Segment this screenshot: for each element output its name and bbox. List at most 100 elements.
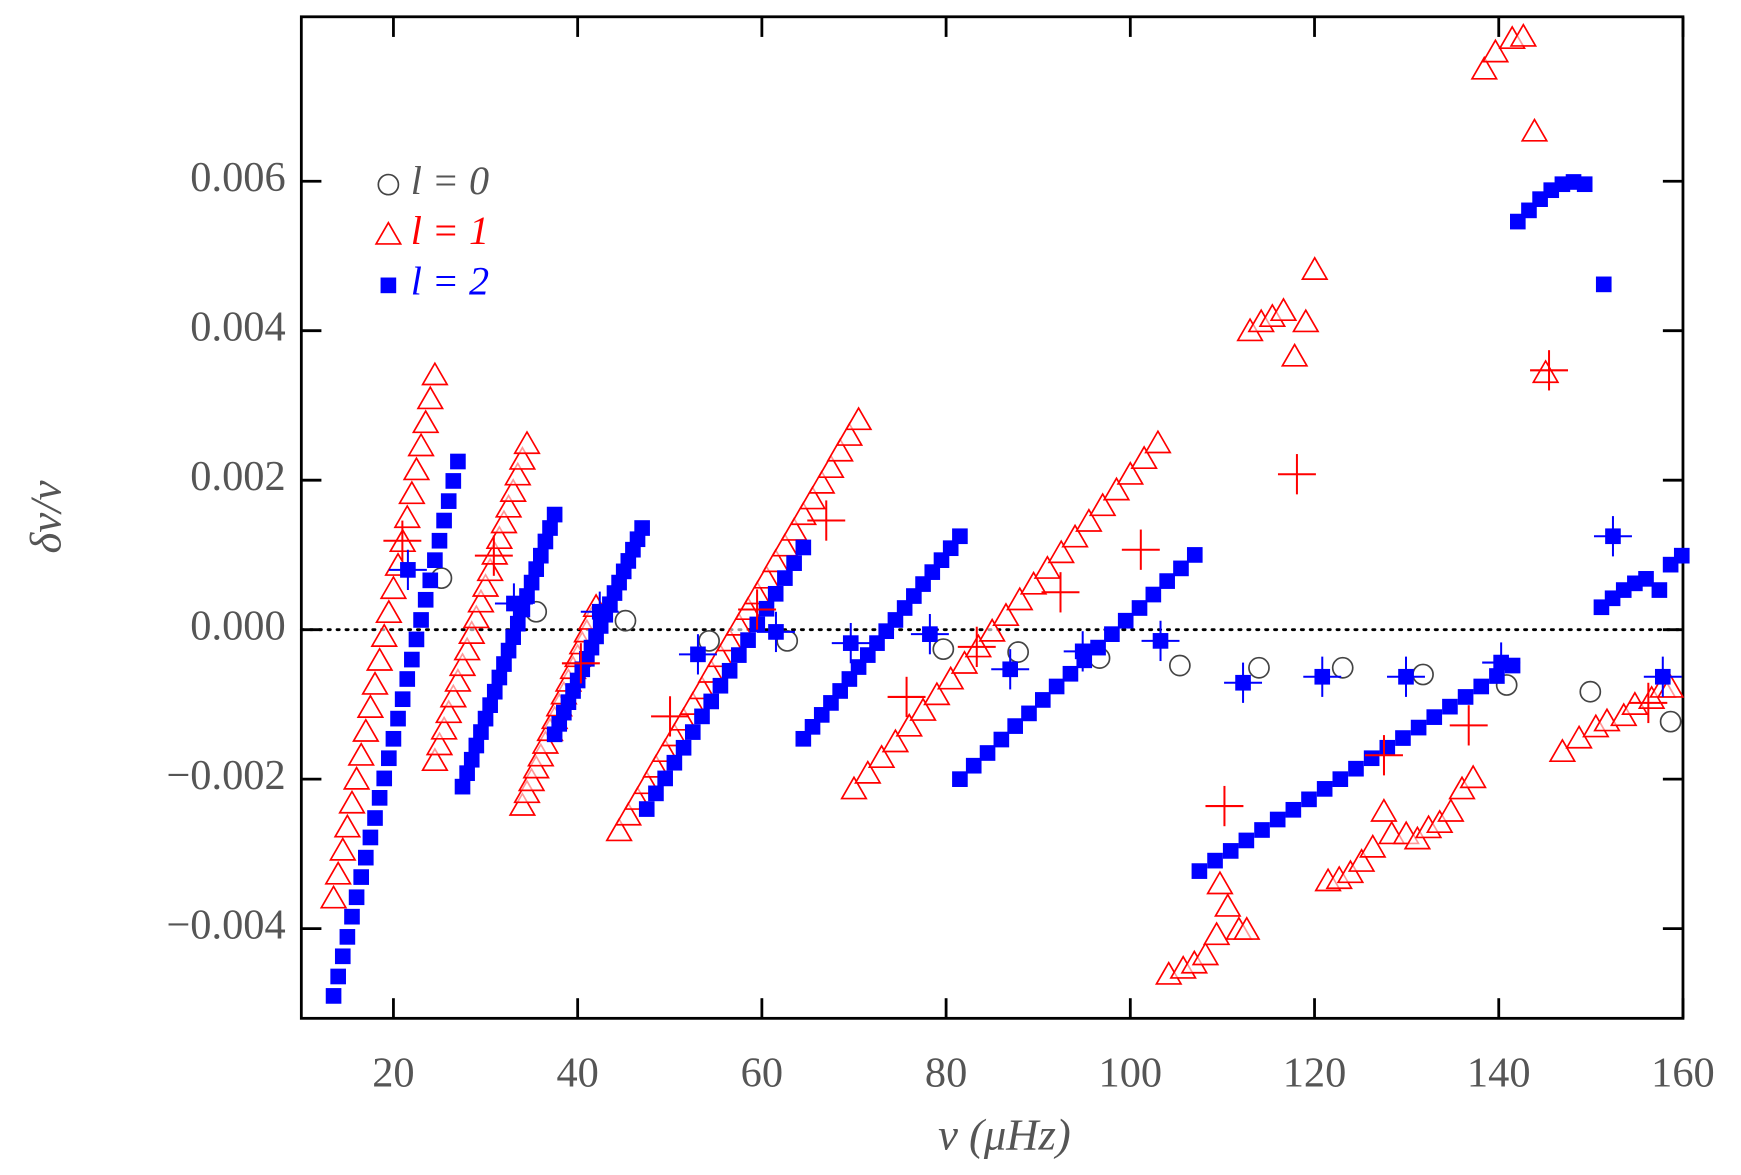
point bbox=[850, 659, 867, 675]
point bbox=[648, 785, 664, 802]
triangle-marker bbox=[471, 573, 500, 597]
square-marker bbox=[942, 540, 959, 557]
point bbox=[522, 754, 550, 779]
point bbox=[957, 626, 996, 668]
point bbox=[731, 647, 747, 663]
square-marker bbox=[841, 671, 858, 687]
square-marker bbox=[348, 889, 365, 906]
square-marker bbox=[1285, 801, 1302, 818]
legend-label: l = 2 bbox=[411, 259, 489, 304]
point bbox=[1205, 785, 1244, 827]
point bbox=[1395, 730, 1411, 746]
square-marker bbox=[400, 562, 416, 578]
point bbox=[504, 461, 532, 486]
triangle-marker bbox=[374, 221, 403, 245]
point bbox=[698, 629, 720, 652]
point bbox=[1248, 656, 1270, 679]
square-marker bbox=[638, 801, 655, 817]
point bbox=[1019, 570, 1048, 595]
point bbox=[1659, 710, 1682, 733]
square-marker bbox=[390, 710, 406, 727]
triangle-marker bbox=[467, 588, 495, 613]
square-marker bbox=[965, 757, 982, 774]
point bbox=[1131, 600, 1148, 616]
circle-marker bbox=[1248, 656, 1270, 679]
square-marker bbox=[362, 829, 379, 846]
square-marker bbox=[777, 570, 793, 586]
point bbox=[1191, 863, 1208, 879]
triangle-marker bbox=[697, 659, 725, 683]
square-marker bbox=[1062, 665, 1079, 682]
square-marker bbox=[325, 988, 342, 1004]
x-tick-label: 40 bbox=[556, 1049, 598, 1096]
point bbox=[991, 649, 1030, 690]
point bbox=[388, 549, 427, 591]
point bbox=[508, 792, 537, 816]
point bbox=[1102, 476, 1131, 501]
square-marker bbox=[1651, 582, 1668, 598]
square-marker bbox=[1426, 709, 1443, 725]
triangle-marker bbox=[361, 670, 389, 695]
square-marker bbox=[399, 671, 416, 687]
point bbox=[1088, 492, 1117, 517]
point bbox=[509, 615, 526, 632]
square-marker bbox=[506, 595, 522, 612]
point bbox=[319, 884, 348, 909]
point bbox=[333, 813, 362, 838]
point bbox=[756, 611, 795, 653]
square-marker bbox=[979, 745, 996, 761]
triangle-marker bbox=[1006, 586, 1034, 611]
square-marker bbox=[1442, 698, 1458, 715]
circle-marker bbox=[1007, 641, 1030, 664]
square-marker bbox=[422, 572, 439, 589]
square-marker bbox=[1074, 643, 1091, 660]
triangle-marker bbox=[398, 480, 426, 505]
point bbox=[474, 535, 513, 576]
square-marker bbox=[813, 707, 830, 723]
point bbox=[952, 771, 968, 787]
point bbox=[740, 632, 756, 648]
square-marker bbox=[1117, 612, 1134, 629]
square-marker bbox=[721, 662, 738, 679]
point bbox=[427, 552, 443, 568]
point bbox=[1673, 547, 1690, 564]
point bbox=[411, 409, 440, 434]
square-marker bbox=[1152, 633, 1169, 649]
triangle-marker bbox=[402, 456, 431, 481]
triangle-marker bbox=[1347, 848, 1376, 872]
legend-marker bbox=[374, 221, 403, 245]
point bbox=[421, 361, 449, 386]
square-marker bbox=[1254, 822, 1270, 838]
square-marker bbox=[1638, 571, 1654, 587]
square-marker bbox=[648, 785, 664, 802]
triangle-marker bbox=[1300, 256, 1329, 280]
triangle-marker bbox=[462, 604, 491, 629]
point bbox=[494, 493, 523, 518]
square-marker bbox=[666, 754, 683, 771]
point bbox=[1300, 256, 1329, 280]
square-marker bbox=[1493, 654, 1509, 671]
point bbox=[361, 670, 389, 695]
y-tick-label: 0.004 bbox=[190, 303, 285, 350]
triangle-marker bbox=[1481, 38, 1510, 63]
square-marker bbox=[869, 635, 885, 651]
triangle-marker bbox=[356, 694, 385, 718]
point bbox=[924, 564, 941, 580]
square-marker bbox=[385, 730, 402, 747]
square-marker bbox=[1007, 718, 1023, 734]
point bbox=[1090, 639, 1106, 656]
circle-marker bbox=[614, 609, 637, 632]
point bbox=[1224, 662, 1263, 703]
square-marker bbox=[1316, 781, 1333, 797]
triangle-marker bbox=[752, 564, 781, 589]
point bbox=[468, 737, 485, 754]
square-marker bbox=[339, 929, 356, 945]
point bbox=[416, 385, 445, 410]
triangle-marker bbox=[494, 493, 523, 518]
triangle-marker bbox=[490, 509, 518, 534]
square-marker bbox=[459, 765, 475, 782]
x-tick-label: 60 bbox=[741, 1049, 783, 1096]
point bbox=[721, 662, 738, 679]
square-marker bbox=[417, 591, 434, 608]
point bbox=[494, 583, 533, 624]
